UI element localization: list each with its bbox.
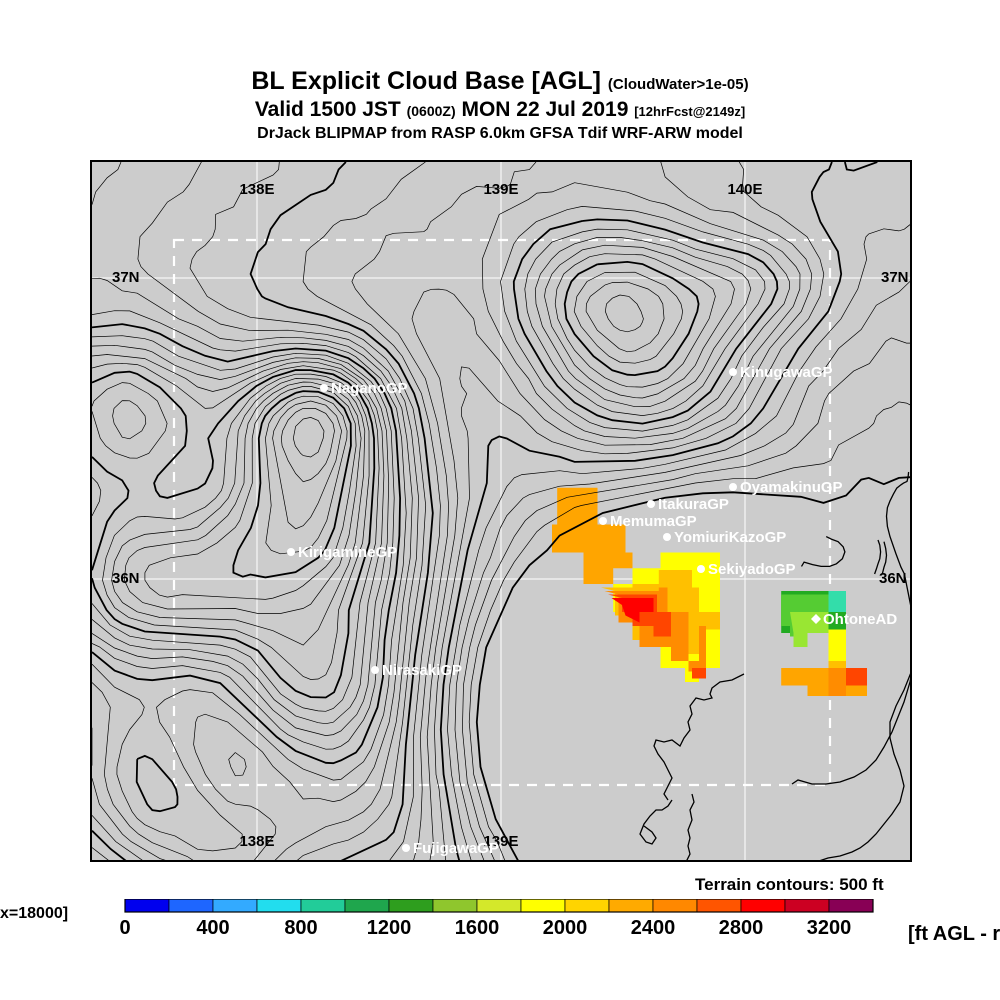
- svg-text:3200: 3200: [807, 917, 852, 939]
- svg-text:1200: 1200: [367, 917, 412, 939]
- svg-text:138E: 138E: [239, 181, 274, 198]
- svg-text:NirasakiGP: NirasakiGP: [382, 662, 462, 679]
- svg-text:FujigawaGP: FujigawaGP: [413, 840, 499, 857]
- svg-text:0: 0: [119, 917, 130, 939]
- svg-text:139E: 139E: [483, 181, 518, 198]
- svg-text:KinugawaGP: KinugawaGP: [740, 364, 833, 381]
- svg-text:140E: 140E: [727, 181, 762, 198]
- svg-text:1600: 1600: [455, 917, 500, 939]
- svg-text:37N: 37N: [881, 269, 909, 286]
- svg-text:YomiuriKazoGP: YomiuriKazoGP: [674, 529, 786, 546]
- svg-text:2800: 2800: [719, 917, 764, 939]
- svg-text:2400: 2400: [631, 917, 676, 939]
- svg-text:2000: 2000: [543, 917, 588, 939]
- svg-text:37N: 37N: [112, 269, 140, 286]
- svg-text:400: 400: [196, 917, 229, 939]
- svg-text:SekiyadoGP: SekiyadoGP: [708, 561, 796, 578]
- svg-text:ItakuraGP: ItakuraGP: [658, 496, 729, 513]
- svg-text:800: 800: [284, 917, 317, 939]
- svg-text:NaganoGP: NaganoGP: [331, 380, 408, 397]
- svg-text:MemumaGP: MemumaGP: [610, 513, 697, 530]
- svg-text:KirigamineGP: KirigamineGP: [298, 544, 397, 561]
- svg-text:OhtoneAD: OhtoneAD: [823, 611, 897, 628]
- svg-text:OyamakinuGP: OyamakinuGP: [740, 479, 843, 496]
- svg-text:36N: 36N: [112, 570, 140, 587]
